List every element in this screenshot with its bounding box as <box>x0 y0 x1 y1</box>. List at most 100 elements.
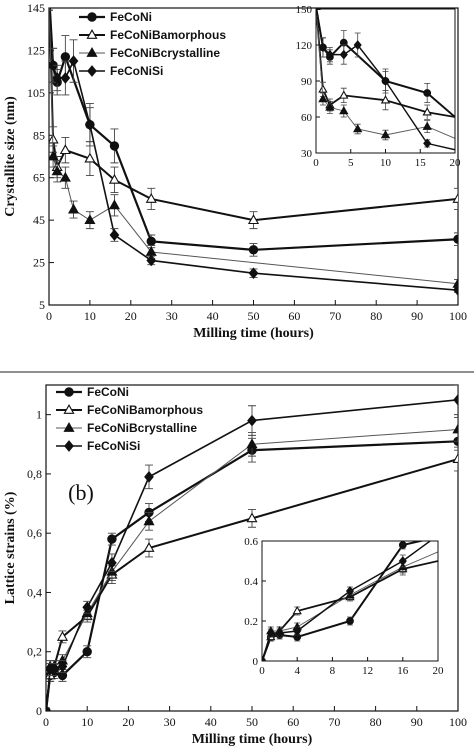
inset-data-point <box>262 656 267 661</box>
legend-marker <box>64 440 74 452</box>
data-point <box>59 171 71 182</box>
x-tick-label: 30 <box>166 309 178 323</box>
inset-data-point <box>398 541 407 549</box>
data-point <box>453 393 458 406</box>
inset-y-tick-label: 0 <box>253 656 259 668</box>
data-point <box>144 471 154 483</box>
x-tick-label: 40 <box>205 715 217 729</box>
lattice-strain-chart: 0 10 20 30 40 50 60 70 80 90 10000,20,40,60,81Mill… <box>3 384 467 747</box>
data-point <box>57 660 68 673</box>
data-point <box>59 144 71 155</box>
inset-data-point <box>423 138 432 149</box>
inset-data-point <box>422 121 432 130</box>
y-axis-title: Lattice strains (%) <box>3 491 18 604</box>
data-point <box>68 55 79 67</box>
x-tick-label: 40 <box>207 309 219 323</box>
inset-data-point <box>325 49 334 60</box>
x-tick-label: 70 <box>329 309 341 323</box>
x-tick-label: 70 <box>328 715 340 729</box>
inset-data-point <box>318 42 328 53</box>
y-tick-label: 105 <box>27 86 45 100</box>
x-axis-title: Milling time (hours) <box>193 326 314 341</box>
data-point <box>60 72 71 84</box>
inset-data-point <box>423 89 432 97</box>
y-tick-label: 65 <box>33 171 45 185</box>
y-tick-label: 0,2 <box>27 645 42 659</box>
inset-x-tick-label: 5 <box>348 157 354 169</box>
legend-marker <box>86 29 98 39</box>
legend-label: FeCoNiSi <box>87 439 140 453</box>
data-point <box>84 152 96 163</box>
data-point <box>49 663 60 676</box>
error-bar <box>454 385 458 416</box>
data-point <box>84 214 96 225</box>
x-tick-label: 0 <box>46 309 52 323</box>
legend-marker <box>87 65 97 77</box>
y-tick-label: 45 <box>33 213 45 227</box>
data-point <box>452 453 458 464</box>
inset-y-tick-label: 0.4 <box>244 576 258 588</box>
inset-data-point <box>422 107 432 116</box>
inset-data-point <box>353 40 362 50</box>
data-point <box>107 556 117 569</box>
inset-data-point <box>339 49 348 60</box>
inset-y-tick-label: 0.6 <box>244 536 258 548</box>
legend-label: FeCoNiBamorphous <box>110 28 226 42</box>
panel-label: (b) <box>68 480 94 505</box>
inset-series-group <box>316 9 455 151</box>
inset-data-point <box>293 626 302 636</box>
inset-data-point <box>275 628 284 638</box>
inset-data-point <box>318 93 328 103</box>
data-point <box>108 173 121 184</box>
data-point <box>49 150 59 161</box>
inset-y-tick-label: 0.2 <box>244 616 258 628</box>
data-point <box>452 192 458 203</box>
y-tick-label: 0,8 <box>27 467 42 481</box>
x-tick-label: 20 <box>125 309 137 323</box>
inset-y-tick-label: 30 <box>301 148 313 160</box>
series-line-3 <box>49 8 458 291</box>
x-tick-label: 60 <box>288 309 300 323</box>
inset-x-tick-label: 15 <box>415 157 427 169</box>
legend-marker <box>63 404 75 414</box>
inset-frame <box>261 540 439 662</box>
inset-data-point <box>318 84 328 93</box>
data-point <box>146 236 156 247</box>
legend-label: FeCoNi <box>110 10 152 24</box>
y-tick-label: 0,4 <box>27 585 42 599</box>
legend-label: FeCoNiBamorphous <box>87 403 203 417</box>
inset-x-tick-label: 0 <box>313 157 319 169</box>
data-point <box>248 245 259 255</box>
legend-label: FeCoNiSi <box>110 64 163 78</box>
inset-series-group <box>262 541 438 661</box>
inset-chart: 0 5 10 15 20 30 60 90 120 150 <box>296 4 462 169</box>
inset-data-point <box>345 586 355 596</box>
x-tick-label: 80 <box>370 309 382 323</box>
data-point <box>85 118 95 131</box>
y-tick-label: 125 <box>27 43 45 57</box>
data-point <box>452 277 458 288</box>
x-tick-label: 90 <box>411 309 423 323</box>
y-tick-label: 0 <box>36 704 42 718</box>
data-point <box>51 165 63 176</box>
x-tick-label: 50 <box>248 309 260 323</box>
legend-marker <box>64 387 74 397</box>
data-point <box>143 542 155 552</box>
inset-data-point <box>381 76 390 86</box>
data-point <box>453 234 458 244</box>
x-tick-label: 100 <box>449 309 467 323</box>
inset-y-tick-label: 120 <box>296 40 313 52</box>
inset-data-point <box>398 556 407 566</box>
y-axis-title: Crystallite size (nm) <box>3 96 18 217</box>
legend: FeCoNi FeCoNiBamorphous FeCoNiBcrystalline… <box>79 10 226 78</box>
data-point <box>82 601 93 614</box>
x-tick-label: 80 <box>370 715 382 729</box>
x-tick-label: 100 <box>449 715 467 729</box>
y-tick-label: 5 <box>39 298 45 312</box>
data-point <box>247 414 257 427</box>
inset-x-tick-label: 20 <box>433 665 445 677</box>
inset-x-tick-label: 8 <box>330 665 336 677</box>
inset-data-point <box>339 90 349 99</box>
data-point <box>145 192 157 203</box>
